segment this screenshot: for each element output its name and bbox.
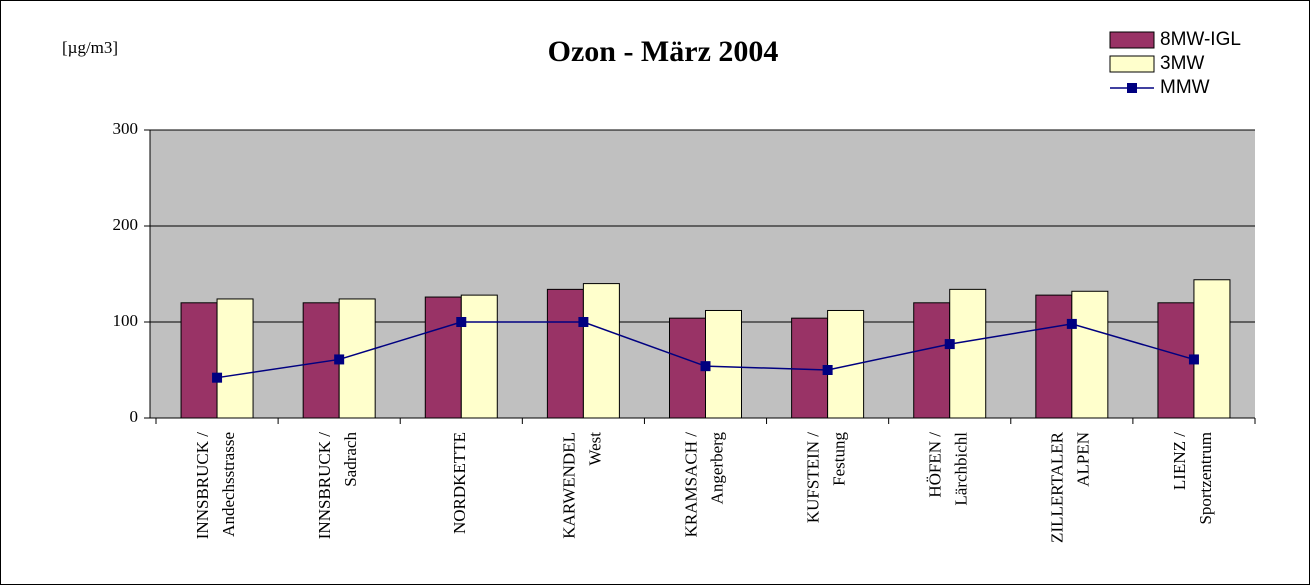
marker xyxy=(212,372,223,383)
x-tick-label: Festung xyxy=(830,432,849,486)
y-tick-label: 0 xyxy=(130,407,139,426)
x-tick-label: NORDKETTE xyxy=(450,432,469,534)
bar xyxy=(582,283,620,419)
marker xyxy=(944,339,955,350)
legend-label: 8MW-IGL xyxy=(1160,29,1241,50)
bar xyxy=(460,294,498,419)
bar xyxy=(1157,302,1195,419)
legend-label: 3MW xyxy=(1160,53,1204,74)
bar xyxy=(949,288,987,419)
bar xyxy=(669,317,706,419)
x-tick-label: Sportzentrum xyxy=(1196,432,1215,525)
x-tick-label: KRAMSACH / xyxy=(681,432,700,538)
x-tick-label: KARWENDEL xyxy=(559,432,578,539)
x-tick-label: West xyxy=(585,432,604,466)
bar xyxy=(705,309,742,419)
marker xyxy=(334,354,345,365)
bar xyxy=(1193,279,1231,419)
bar xyxy=(1071,290,1109,419)
y-tick-label: 300 xyxy=(113,119,139,138)
legend-label: MMW xyxy=(1160,77,1210,98)
y-tick-label: 200 xyxy=(113,215,139,234)
bar xyxy=(791,317,829,419)
bar xyxy=(913,302,951,419)
marker xyxy=(822,365,833,375)
x-tick-label: Angerberg xyxy=(707,432,726,505)
marker xyxy=(700,361,711,372)
bar xyxy=(216,298,254,419)
y-tick-label: 100 xyxy=(113,311,139,330)
x-tick-label: Lärchbichl xyxy=(952,432,971,506)
x-tick-label: LIENZ / xyxy=(1170,432,1189,490)
bar xyxy=(424,296,462,419)
legend-swatch xyxy=(1109,55,1155,73)
x-tick-label: ZILLERTALER xyxy=(1048,431,1067,543)
marker xyxy=(456,317,467,327)
bar xyxy=(1035,294,1073,419)
x-tick-label: Sadrach xyxy=(341,432,360,487)
unit-label: [µg/m3] xyxy=(62,38,118,57)
x-tick-label: ALPEN xyxy=(1074,432,1093,487)
bar xyxy=(180,302,218,419)
marker xyxy=(1066,318,1077,329)
legend-swatch xyxy=(1109,31,1155,49)
chart-title: Ozon - März 2004 xyxy=(548,35,779,68)
bar xyxy=(546,288,584,419)
marker xyxy=(1188,354,1199,365)
x-tick-label: INNSBRUCK / xyxy=(193,432,212,539)
x-tick-label: HÖFEN / xyxy=(926,432,945,498)
x-tick-label: KUFSTEIN / xyxy=(804,432,823,523)
legend-marker xyxy=(1127,83,1137,93)
marker xyxy=(578,317,589,327)
x-tick-label: Andechsstrasse xyxy=(219,432,238,537)
x-tick-label: INNSBRUCK / xyxy=(315,432,334,539)
